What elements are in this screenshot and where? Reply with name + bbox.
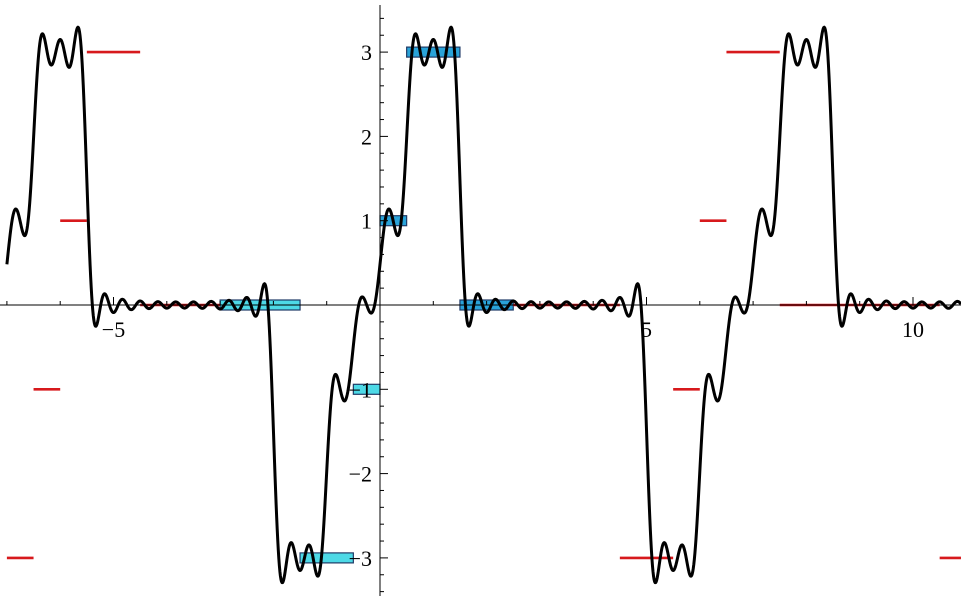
- y-tick-label: −3: [349, 546, 372, 571]
- highlight-box-4: [299, 552, 354, 564]
- y-tick-label: 2: [361, 124, 372, 149]
- curve-layer: [5, 25, 961, 585]
- axes: −5 5 10 −3 −2 −1 1 2 3: [0, 5, 961, 596]
- y-tick-label: −1: [349, 377, 372, 402]
- x-tick-label: 5: [641, 317, 652, 342]
- x-ticks: −5 5 10: [6, 297, 924, 342]
- y-tick-label: 3: [361, 40, 372, 65]
- x-tick-label: 10: [902, 317, 924, 342]
- fourier-curve: [5, 25, 961, 585]
- y-ticks: −3 −2 −1 1 2 3: [349, 17, 388, 593]
- x-tick-label: −5: [102, 317, 125, 342]
- y-tick-label: −2: [349, 462, 372, 487]
- highlight-box-1: [406, 46, 461, 58]
- y-tick-label: 1: [361, 209, 372, 234]
